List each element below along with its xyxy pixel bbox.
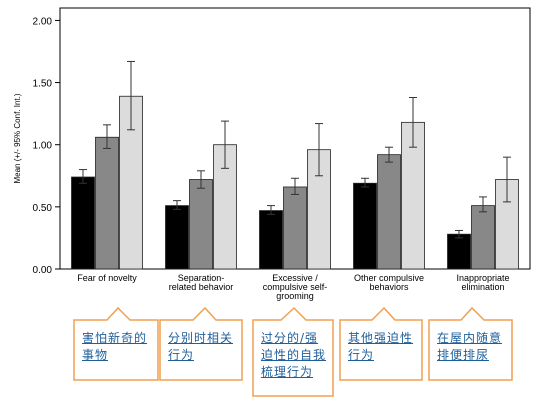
- callout-text: 害怕新奇的事物: [82, 331, 148, 362]
- y-tick-label: 0.00: [33, 265, 53, 276]
- plot-area: 0.00 0.50 1.00 1.50 2.00 Mean (+/- 95% Conf. …: [13, 7, 531, 301]
- bar: [471, 205, 495, 270]
- y-tick-label: 0.50: [33, 203, 53, 214]
- callout-box: [428, 306, 513, 381]
- bar: [259, 210, 283, 270]
- bar: [377, 154, 401, 270]
- callout-shapes: [73, 306, 513, 397]
- category-label: compulsive self-: [263, 282, 328, 292]
- y-axis-label: Mean (+/- 95% Conf. Int.): [13, 93, 22, 183]
- bar: [283, 186, 307, 270]
- y-tick-label: 2.00: [33, 16, 53, 27]
- callout-text: 分别时相关行为: [168, 331, 234, 362]
- callout-text: 其他强迫性行为: [348, 331, 414, 362]
- callout-box: [73, 306, 159, 381]
- bar: [71, 176, 95, 270]
- callout-box: [339, 306, 423, 381]
- bar: [189, 179, 213, 270]
- callout-text: 过分的/强迫性的自我梳理行为: [261, 331, 327, 379]
- category-label: Fear of novelty: [77, 273, 137, 283]
- category-label: elimination: [461, 282, 504, 292]
- category-label: Inappropriate: [456, 273, 509, 283]
- y-tick-label: 1.00: [33, 141, 53, 152]
- callout-text: 在屋内随意排便排尿: [437, 331, 503, 362]
- bar: [353, 182, 377, 270]
- y-tick-label: 1.50: [33, 79, 53, 90]
- bar: [165, 205, 189, 270]
- bar: [447, 233, 471, 270]
- category-label: Excessive /: [272, 273, 318, 283]
- category-label: related behavior: [169, 282, 234, 292]
- callout-box: [159, 306, 243, 381]
- callout-box: [252, 306, 334, 397]
- category-label: behaviors: [369, 282, 409, 292]
- bar: [95, 136, 119, 270]
- category-label: Separation-: [178, 273, 225, 283]
- category-label: grooming: [276, 291, 314, 301]
- category-label: Other compulsive: [354, 273, 424, 283]
